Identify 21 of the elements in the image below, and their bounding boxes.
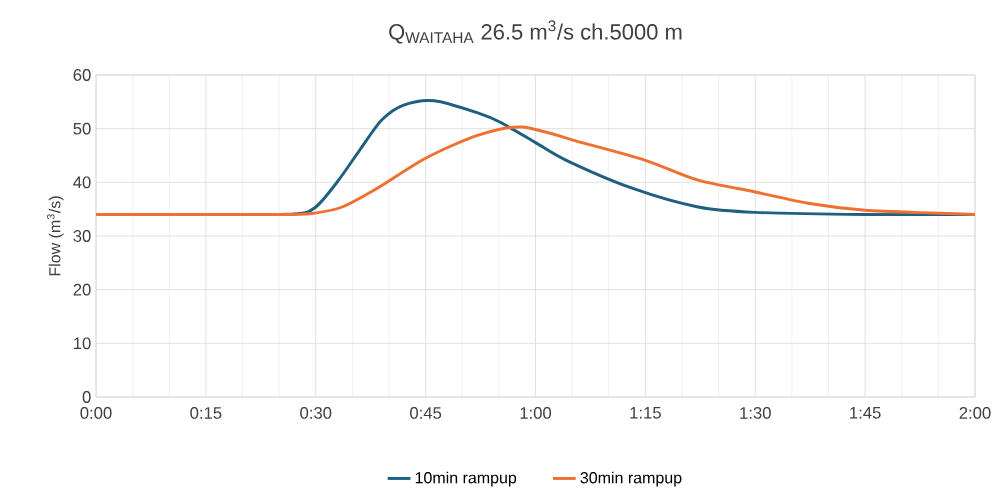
x-tick-label: 1:15 — [630, 407, 661, 419]
x-tick-label: 1:00 — [520, 407, 552, 419]
y-tick-label: 60 — [73, 69, 91, 81]
y-tick-label: 0 — [82, 391, 91, 403]
x-tick-label: 2:00 — [959, 407, 991, 419]
x-tick-label: 0:30 — [300, 407, 332, 419]
chart-title: Q$_{WAITAHA}$ 26.5 m$^{3}$/s ch.5000 m — [389, 20, 682, 44]
x-tick-label: 0:45 — [410, 407, 442, 419]
y-tick-label: 10 — [74, 337, 91, 350]
line-series — [96, 125, 975, 217]
x-tick-label: 0:00 — [80, 407, 112, 419]
y-tick-label: 50 — [73, 122, 91, 135]
x-tick-label: 0:15 — [190, 407, 222, 419]
legend-label: 10min rampup — [415, 471, 517, 487]
y-tick-label: 20 — [73, 283, 91, 296]
y-tick-label: 40 — [73, 176, 91, 189]
x-tick-label: 1:30 — [740, 407, 771, 419]
y-axis-title: Flow (m$^{3}$/s) — [47, 196, 64, 276]
y-tick-label: 30 — [73, 230, 91, 242]
legend-label: 30min rampup — [580, 471, 682, 487]
x-tick-label: 1:45 — [850, 407, 881, 419]
